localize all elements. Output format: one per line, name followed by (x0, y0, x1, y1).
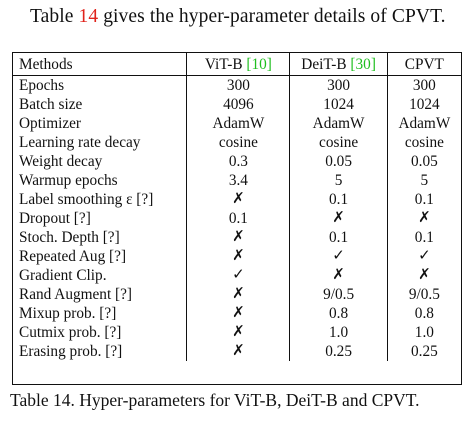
row-label: Weight decay (19, 153, 103, 170)
cell-vit-b: 0.1 (186, 209, 290, 228)
cell-vit-b: ✗ (186, 342, 290, 361)
row-label: Stoch. Depth [?] (19, 229, 120, 246)
row-label: Batch size (19, 96, 83, 113)
cell-vit-b: ✗ (186, 228, 290, 247)
cell-cpvt: 0.1 (386, 190, 461, 209)
header-vit-b: ViT-B [10] (186, 53, 290, 76)
cell-vit-b: 4096 (186, 95, 290, 114)
table-reference-link[interactable]: 14 (78, 6, 99, 27)
table-row: Erasing prob. [?] ✗ 0.25 0.25 (13, 342, 461, 361)
row-label: Cutmix prob. [?] (19, 324, 122, 341)
cell-deit-b: ✗ (289, 266, 388, 285)
cell-deit-b: ✓ (289, 247, 388, 266)
cell-cpvt: 0.25 (386, 342, 461, 361)
cell-vit-b: ✓ (186, 266, 290, 285)
cell-cpvt: AdamW (386, 114, 461, 133)
cell-vit-b: ✗ (186, 190, 290, 209)
cell-cpvt: 1.0 (386, 323, 461, 342)
hyperparameter-table: Methods ViT-B [10] DeiT-B [30] CPVT Epoc… (12, 52, 462, 385)
header-deit-b: DeiT-B [30] (289, 53, 388, 76)
cell-cpvt: ✓ (386, 247, 461, 266)
cell-deit-b: 9/0.5 (289, 285, 388, 304)
cell-deit-b: cosine (289, 133, 388, 152)
table-row: Optimizer AdamW AdamW AdamW (13, 114, 461, 133)
citation-link-deit[interactable]: [30] (350, 55, 376, 73)
intro-text-after: gives the hyper-parameter details of CPV… (98, 6, 446, 27)
cell-deit-b: 300 (289, 75, 388, 95)
row-label: Epochs (19, 77, 65, 94)
cell-vit-b: ✗ (186, 247, 290, 266)
cell-vit-b: AdamW (186, 114, 290, 133)
cell-vit-b: 0.3 (186, 152, 290, 171)
table-row: Repeated Aug [?] ✗ ✓ ✓ (13, 247, 461, 266)
table-row: Weight decay 0.3 0.05 0.05 (13, 152, 461, 171)
table-row: Cutmix prob. [?] ✗ 1.0 1.0 (13, 323, 461, 342)
table-row: Rand Augment [?] ✗ 9/0.5 9/0.5 (13, 285, 461, 304)
row-label: Rand Augment [?] (19, 286, 133, 303)
cell-vit-b: cosine (186, 133, 290, 152)
cell-cpvt: 5 (386, 171, 461, 190)
row-label: Learning rate decay (19, 134, 141, 151)
cell-cpvt: ✗ (386, 209, 461, 228)
cell-deit-b: AdamW (289, 114, 388, 133)
cell-cpvt: 1024 (386, 95, 461, 114)
row-label: Warmup epochs (19, 172, 118, 189)
table-row: Stoch. Depth [?] ✗ 0.1 0.1 (13, 228, 461, 247)
table-row: Mixup prob. [?] ✗ 0.8 0.8 (13, 304, 461, 323)
header-cpvt: CPVT (386, 53, 461, 76)
cell-cpvt: 0.8 (386, 304, 461, 323)
cell-deit-b: 0.1 (289, 228, 388, 247)
cell-vit-b: ✗ (186, 304, 290, 323)
table-header-row: Methods ViT-B [10] DeiT-B [30] CPVT (13, 53, 461, 76)
row-label: Label smoothing ε [?] (19, 191, 154, 208)
citation-link-vit[interactable]: [10] (246, 55, 272, 73)
cell-deit-b: 0.25 (289, 342, 388, 361)
row-label: Repeated Aug [?] (19, 248, 127, 265)
row-label: Dropout [?] (19, 210, 91, 227)
table-row: Warmup epochs 3.4 5 5 (13, 171, 461, 190)
row-label: Optimizer (19, 115, 82, 132)
cell-deit-b: 0.05 (289, 152, 388, 171)
table-row: Dropout [?] 0.1 ✗ ✗ (13, 209, 461, 228)
cell-deit-b: 1024 (289, 95, 388, 114)
row-label: Mixup prob. [?] (19, 305, 117, 322)
cell-deit-b: 1.0 (289, 323, 388, 342)
cell-cpvt: 0.1 (386, 228, 461, 247)
header-vit-b-name: ViT-B (204, 55, 247, 73)
intro-text-before: Table (30, 6, 79, 27)
table-row: Gradient Clip. ✓ ✗ ✗ (13, 266, 461, 285)
cell-deit-b: ✗ (289, 209, 388, 228)
cell-vit-b: ✗ (186, 285, 290, 304)
intro-sentence: Table 14 gives the hyper-parameter detai… (30, 6, 446, 28)
cell-cpvt: 9/0.5 (386, 285, 461, 304)
table-row: Epochs 300 300 300 (13, 75, 461, 95)
cell-deit-b: 0.8 (289, 304, 388, 323)
row-label: Gradient Clip. (19, 267, 107, 284)
row-label: Erasing prob. [?] (19, 343, 123, 360)
table-caption: Table 14. Hyper-parameters for ViT-B, De… (10, 390, 420, 410)
header-deit-b-name: DeiT-B (301, 55, 351, 73)
cell-cpvt: 300 (386, 75, 461, 95)
cell-vit-b: 3.4 (186, 171, 290, 190)
table-row: Label smoothing ε [?] ✗ 0.1 0.1 (13, 190, 461, 209)
table-body: Epochs 300 300 300 Batch size 4096 1024 1024 Opt… (13, 75, 461, 361)
cell-cpvt: 0.05 (386, 152, 461, 171)
cell-deit-b: 0.1 (289, 190, 388, 209)
table-row: Batch size 4096 1024 1024 (13, 95, 461, 114)
table-row: Learning rate decay cosine cosine cosine (13, 133, 461, 152)
cell-cpvt: cosine (386, 133, 461, 152)
cell-vit-b: ✗ (186, 323, 290, 342)
cell-cpvt: ✗ (386, 266, 461, 285)
cell-vit-b: 300 (186, 75, 290, 95)
header-methods: Methods (13, 53, 187, 76)
cell-deit-b: 5 (289, 171, 388, 190)
